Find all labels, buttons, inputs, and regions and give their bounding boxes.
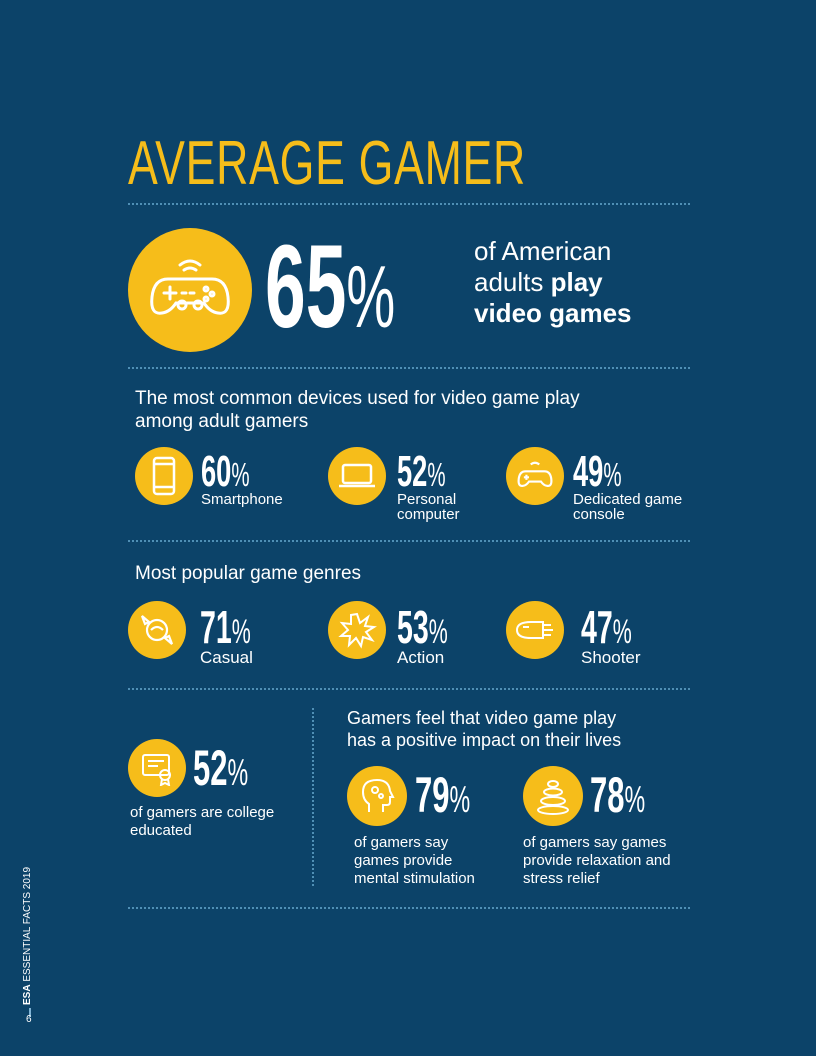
smartphone-icon <box>135 447 193 505</box>
laptop-icon <box>328 447 386 505</box>
education-label: of gamers are college educated <box>130 804 275 839</box>
device-stat: 60% <box>201 447 250 496</box>
impact-stat: 78% <box>590 767 646 823</box>
publication-name: ESA ESSENTIAL FACTS 2019 <box>22 866 33 1005</box>
education-stat: 52% <box>193 740 249 796</box>
divider <box>128 367 690 369</box>
stacked-stones-icon <box>523 766 583 826</box>
footer-rule <box>29 1008 31 1017</box>
divider <box>128 907 690 909</box>
explosion-icon <box>328 601 386 659</box>
candy-icon <box>128 601 186 659</box>
genre-label: Shooter <box>581 648 641 667</box>
genre-label: Casual <box>200 648 253 667</box>
device-stat: 49% <box>573 447 622 496</box>
divider <box>128 688 690 690</box>
diploma-icon <box>128 739 186 797</box>
page-number: 6 <box>26 1014 32 1025</box>
divider <box>128 203 690 205</box>
divider <box>128 540 690 542</box>
page-title: AVERAGE GAMER <box>128 129 526 198</box>
console-icon <box>506 447 564 505</box>
genres-heading: Most popular game genres <box>135 563 362 584</box>
device-stat: 52% <box>397 447 446 496</box>
genre-stat: 47% <box>581 601 632 653</box>
impact-label: of gamers say games provide relaxation an… <box>523 834 671 887</box>
device-label: Dedicated game console <box>573 491 683 523</box>
devices-heading: The most common devices used for video g… <box>135 388 580 432</box>
device-label: Smartphone <box>201 491 283 508</box>
hero-stat: 65% <box>265 221 396 353</box>
genre-stat: 53% <box>397 601 448 653</box>
brain-icon <box>347 766 407 826</box>
hero-description: of American adults play video games <box>474 236 632 328</box>
gamepad-icon <box>128 228 252 352</box>
genre-label: Action <box>397 648 445 667</box>
impact-label: of gamers say games provide mental stimula… <box>354 834 475 887</box>
impact-stat: 79% <box>415 767 471 823</box>
blaster-icon <box>506 601 564 659</box>
impact-heading: Gamers feel that video game play has a po… <box>347 708 622 750</box>
device-label: Personal computer <box>397 491 460 523</box>
genre-stat: 71% <box>200 601 251 653</box>
vertical-divider <box>312 708 314 886</box>
